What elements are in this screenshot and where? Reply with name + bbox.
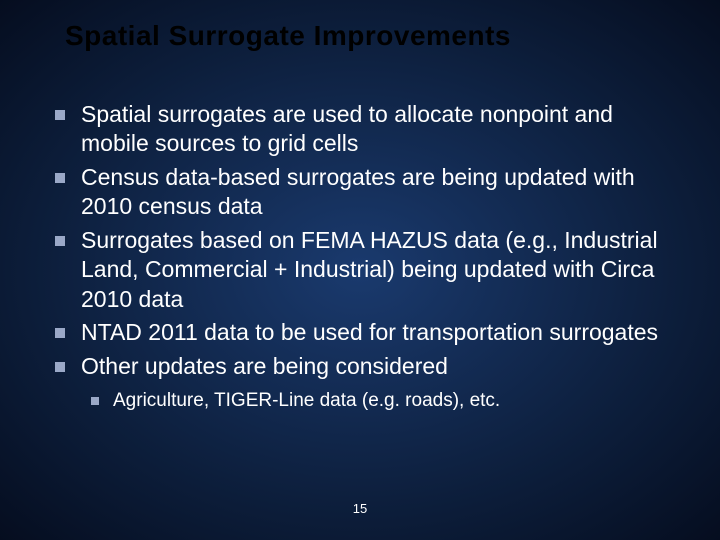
bullet-text: Spatial surrogates are used to allocate … [81,100,680,159]
bullet-item: Surrogates based on FEMA HAZUS data (e.g… [55,226,680,314]
bullet-list: Spatial surrogates are used to allocate … [55,100,680,381]
square-bullet-icon [55,236,65,246]
sub-bullet-item: Agriculture, TIGER-Line data (e.g. roads… [91,389,680,414]
square-bullet-icon [55,362,65,372]
slide-title: Spatial Surrogate Improvements [65,20,680,52]
bullet-item: NTAD 2011 data to be used for transporta… [55,318,680,347]
bullet-item: Spatial surrogates are used to allocate … [55,100,680,159]
bullet-text: NTAD 2011 data to be used for transporta… [81,318,680,347]
sub-bullet-list: Agriculture, TIGER-Line data (e.g. roads… [55,389,680,414]
square-bullet-icon [55,110,65,120]
bullet-text: Census data-based surrogates are being u… [81,163,680,222]
bullet-item: Census data-based surrogates are being u… [55,163,680,222]
bullet-text: Surrogates based on FEMA HAZUS data (e.g… [81,226,680,314]
sub-bullet-text: Agriculture, TIGER-Line data (e.g. roads… [113,389,500,414]
page-number: 15 [0,501,720,516]
square-bullet-icon [91,397,99,405]
square-bullet-icon [55,328,65,338]
slide: Spatial Surrogate Improvements Spatial s… [0,0,720,540]
bullet-item: Other updates are being considered [55,352,680,381]
square-bullet-icon [55,173,65,183]
bullet-text: Other updates are being considered [81,352,680,381]
